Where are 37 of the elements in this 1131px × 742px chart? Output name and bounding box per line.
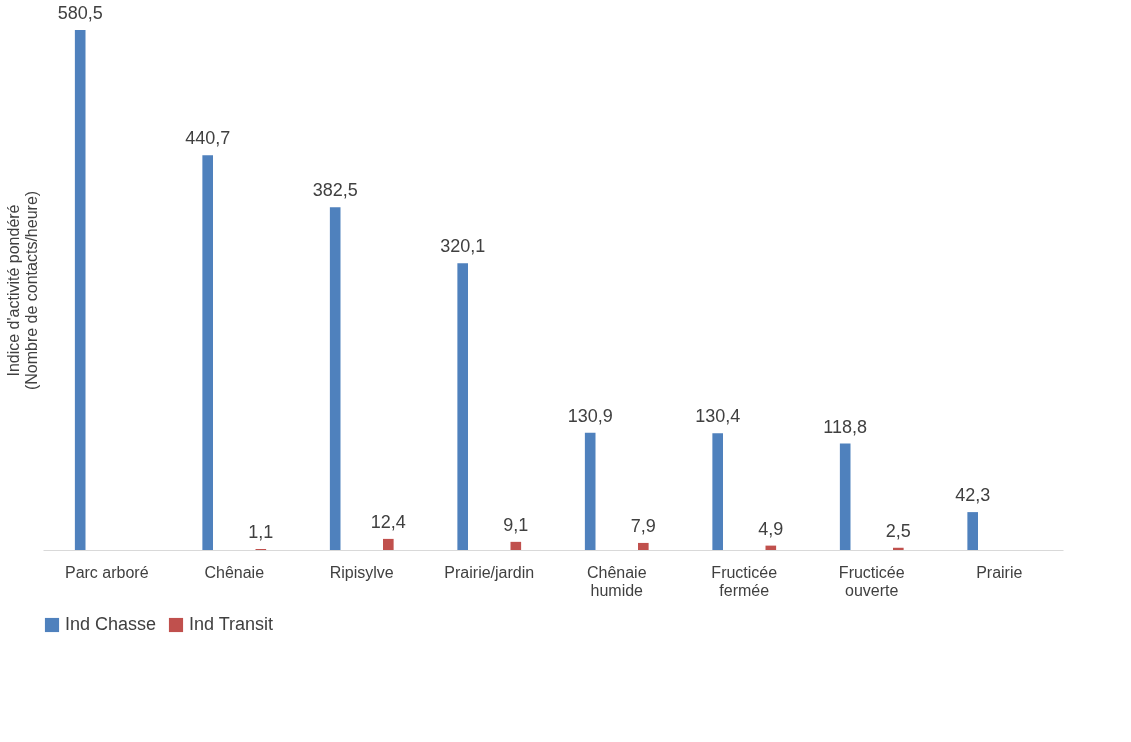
bar bbox=[839, 443, 851, 550]
bar bbox=[584, 432, 596, 550]
data-label: 440,7 bbox=[185, 128, 231, 149]
x-tick-label: Parc arboré bbox=[64, 563, 149, 581]
data-label: 7,9 bbox=[630, 515, 656, 536]
x-tick-label: Chênaie bbox=[204, 563, 265, 581]
legend-label: Ind Transit bbox=[189, 614, 274, 634]
bar bbox=[893, 547, 904, 550]
x-tick-label: Fructicée ouverte bbox=[838, 563, 905, 599]
data-label: 130,9 bbox=[567, 405, 613, 426]
data-label: 382,5 bbox=[312, 180, 358, 201]
bar bbox=[638, 542, 649, 550]
y-axis-title: Indice d'activité pondéré (Nombre de contacts/heure) bbox=[4, 190, 40, 391]
data-label: 130,4 bbox=[695, 406, 741, 427]
x-tick-label: Ripisylve bbox=[329, 563, 394, 581]
x-tick-label: Prairie/jardin bbox=[444, 563, 535, 581]
data-label: 4,9 bbox=[758, 518, 784, 539]
legend-label: Ind Chasse bbox=[65, 614, 157, 634]
bar bbox=[202, 155, 213, 550]
data-label: 320,1 bbox=[440, 236, 486, 257]
bar bbox=[967, 512, 978, 550]
data-label: 118,8 bbox=[823, 416, 868, 437]
bar bbox=[510, 541, 522, 550]
bar bbox=[457, 263, 468, 550]
data-label: 9,1 bbox=[503, 514, 529, 535]
bar bbox=[383, 538, 394, 550]
data-label: 12,4 bbox=[370, 511, 406, 532]
data-label: 2,5 bbox=[885, 520, 911, 541]
bar bbox=[329, 207, 341, 550]
bar bbox=[712, 433, 723, 550]
data-label: 42,3 bbox=[955, 485, 991, 506]
data-label: 1,1 bbox=[248, 522, 274, 543]
x-tick-label: Chênaie humide bbox=[586, 563, 647, 599]
x-tick-label: Prairie bbox=[976, 563, 1023, 581]
data-label: 580,5 bbox=[57, 3, 103, 23]
bar bbox=[74, 30, 86, 550]
x-tick-label: Fructicée fermée bbox=[711, 563, 778, 599]
